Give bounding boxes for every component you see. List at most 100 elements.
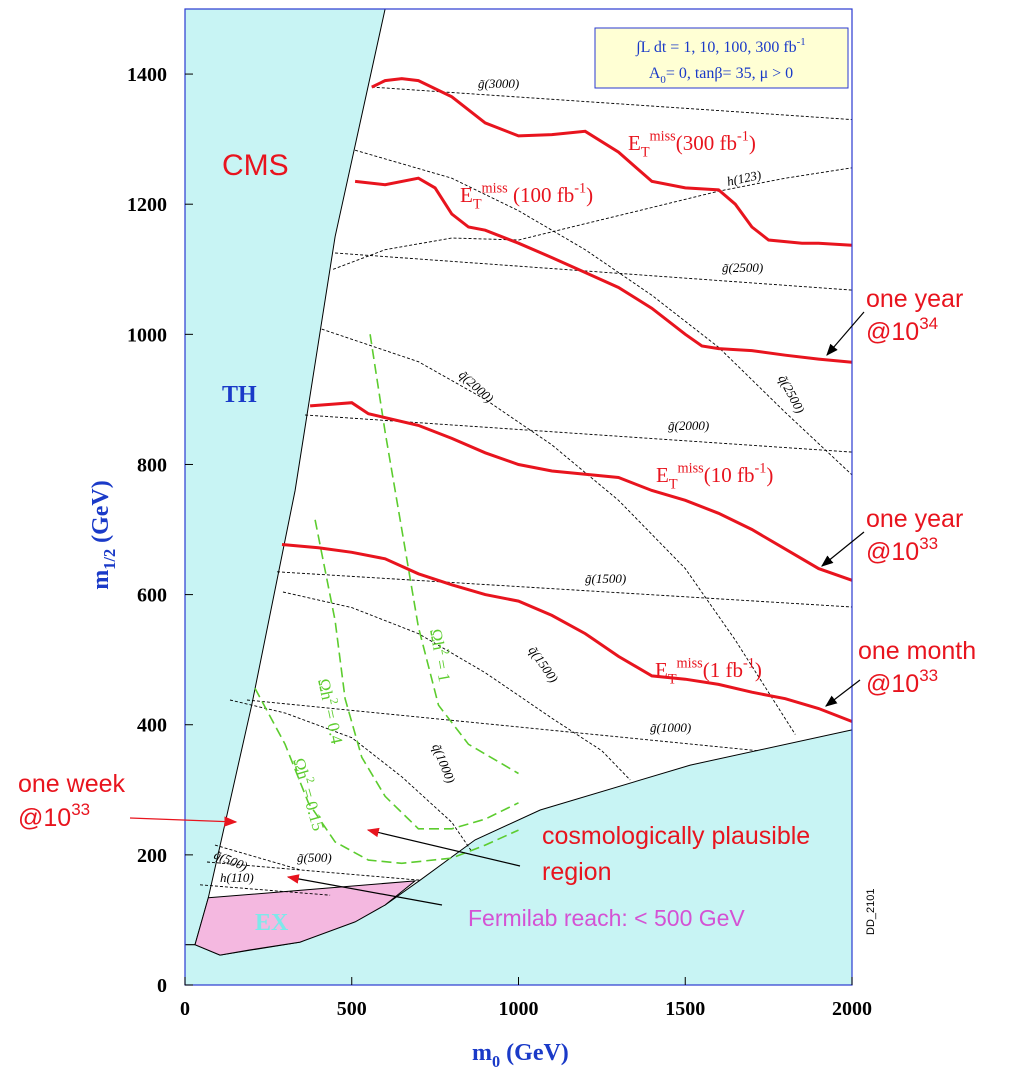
reach-line — [371, 77, 853, 247]
contour-label: g̃(1000) — [650, 720, 691, 735]
text-part: miss — [482, 181, 509, 197]
contour-line — [246, 699, 759, 752]
text-part: (10 fb — [704, 463, 755, 487]
contour-line — [199, 884, 331, 896]
contour-line — [321, 328, 796, 735]
text-part: ) — [755, 658, 762, 682]
text-part: @10 — [866, 538, 919, 566]
arrows — [129, 311, 865, 906]
relic-line — [254, 687, 519, 865]
reach-line — [354, 176, 853, 364]
reach-label: ETmiss(10 fb-1) — [656, 461, 773, 493]
y-tick-label: 1000 — [127, 324, 167, 346]
text-part: ) — [749, 131, 756, 155]
y-tick-label: 1200 — [127, 194, 167, 216]
text-part: T — [668, 671, 677, 687]
text-part: E — [460, 183, 473, 207]
annotation: region — [542, 858, 612, 886]
text-part: q̃(1000) — [429, 742, 458, 786]
text-part: ) — [766, 463, 773, 487]
relic-label: Ωh2 = 1 — [426, 627, 457, 683]
contour-label: h(123) — [726, 167, 763, 189]
y-tick-label: 600 — [137, 585, 167, 607]
text-part: (GeV) — [500, 1040, 569, 1066]
text-part: h(110) — [220, 870, 254, 885]
text-part: T — [669, 476, 678, 492]
text-part: 2 — [438, 648, 452, 656]
contour-label: g̃(2000) — [668, 418, 709, 433]
text-part: (300 fb — [676, 131, 737, 155]
text-part: DD_2101 — [865, 889, 877, 935]
text-part: 0 — [660, 74, 666, 86]
y-tick-label: 800 — [137, 454, 167, 476]
x-tick-label: 1500 — [665, 998, 705, 1020]
text-part: g̃(1000) — [650, 720, 691, 735]
annotation: @1033 — [866, 666, 938, 698]
text-part: = 0, tanβ= 35, μ > 0 — [666, 65, 793, 82]
text-part: g̃(2500) — [722, 260, 763, 275]
text-part: ) — [586, 183, 593, 207]
text-part: q̃(2500) — [775, 372, 808, 415]
annotation: CMS — [222, 149, 289, 182]
text-part: one year — [866, 285, 963, 313]
annotation: one year — [866, 285, 963, 313]
text-part: 33 — [71, 800, 90, 819]
contour-line — [276, 571, 853, 608]
x-tick-label: 0 — [180, 998, 190, 1020]
text-part: one week — [18, 770, 126, 798]
x-tick-label: 2000 — [832, 998, 872, 1020]
annotation: @1034 — [866, 314, 938, 346]
text-part: ∫L dt = 1, 10, 100, 300 fb — [635, 39, 796, 57]
info-text: A0= 0, tanβ= 35, μ > 0 — [649, 65, 793, 86]
info-box — [594, 27, 849, 89]
text-part: Ωh — [314, 677, 337, 702]
contour-label: q̃(1500) — [526, 643, 562, 685]
region — [194, 880, 417, 956]
text-part: m — [472, 1040, 492, 1066]
annotation: one year — [866, 505, 963, 533]
text-part: 0 — [492, 1052, 500, 1069]
contour-line — [206, 861, 421, 881]
y-tick-label: 0 — [157, 975, 167, 997]
info-text: ∫L dt = 1, 10, 100, 300 fb-1 — [635, 36, 805, 57]
x-axis-title: m0 (GeV) — [472, 1040, 569, 1069]
text-part: miss — [678, 461, 705, 477]
text-part: g̃(1500) — [585, 571, 626, 586]
text-part: m — [88, 570, 114, 590]
text-part: -1 — [797, 36, 806, 48]
annotation: DD_2101 — [865, 889, 877, 935]
contour-label: g̃(1500) — [585, 571, 626, 586]
contour-label: g̃(500) — [297, 850, 332, 865]
contour-label: g̃(2500) — [722, 260, 763, 275]
text-part: -1 — [574, 181, 586, 197]
text-part: 1/2 — [100, 549, 119, 570]
text-part: -1 — [754, 461, 766, 477]
relic-line — [369, 334, 519, 775]
annotation: cosmologically plausible — [542, 822, 810, 850]
contour-line — [371, 86, 853, 121]
text-part: T — [473, 196, 482, 212]
text-part: miss — [677, 656, 704, 672]
x-tick-label: 1000 — [499, 998, 539, 1020]
text-part: q̃(1500) — [526, 643, 562, 685]
text-part: -1 — [737, 129, 749, 145]
text-part: E — [656, 463, 669, 487]
relic-label: Ωh2 = 0.15 — [289, 755, 330, 833]
text-part: 33 — [919, 534, 938, 553]
contour-line — [282, 591, 631, 781]
text-part: E — [628, 131, 641, 155]
reach-label: ETmiss (100 fb-1) — [460, 181, 593, 213]
text-part: region — [542, 858, 612, 886]
x-tick-label: 500 — [337, 998, 367, 1020]
text-part: 2 — [327, 697, 341, 706]
text-part: one year — [866, 505, 963, 533]
text-part: miss — [650, 129, 677, 145]
contour-label: q̃(1000) — [429, 742, 458, 786]
region-label: EX — [255, 910, 289, 936]
text-part: 2 — [303, 775, 317, 784]
relic-line — [314, 519, 519, 830]
annotation: one week — [18, 770, 126, 798]
y-axis-title: m1/2 (GeV) — [88, 480, 119, 590]
text-part: (100 fb — [508, 183, 575, 207]
